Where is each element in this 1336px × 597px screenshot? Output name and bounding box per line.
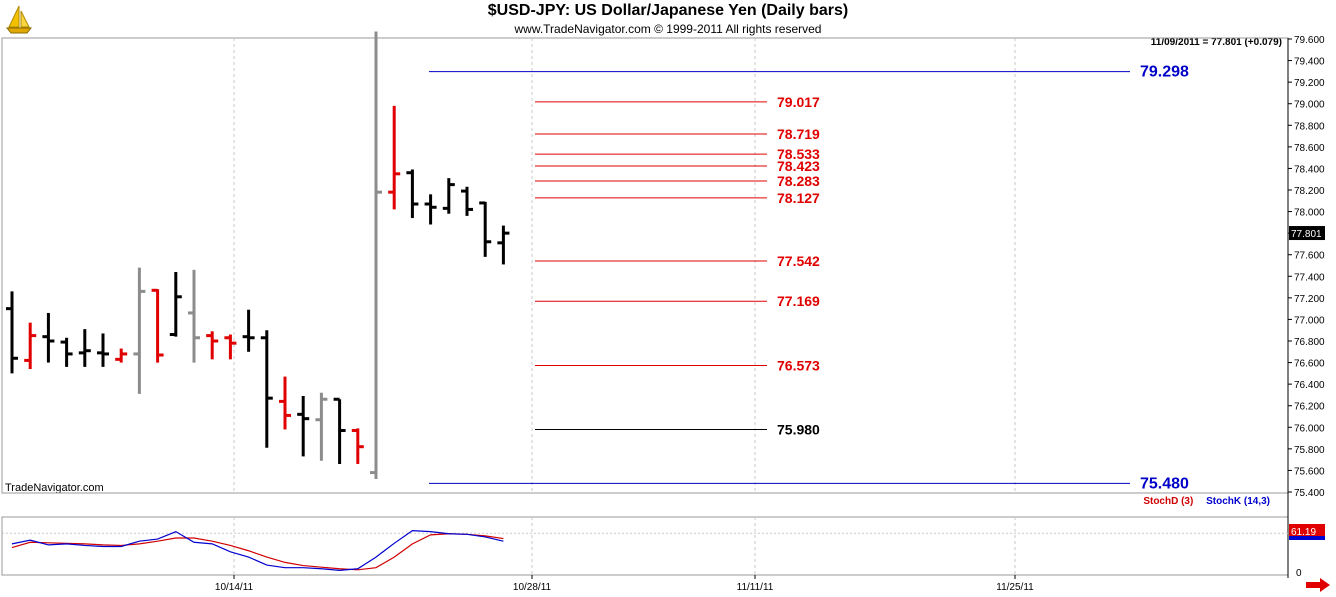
ohlc-bar xyxy=(115,348,128,363)
level-label: 76.573 xyxy=(777,357,820,373)
ohlc-bar xyxy=(497,225,510,265)
y-tick-label: 79.600 xyxy=(1294,35,1325,46)
ohlc-bar xyxy=(42,312,55,363)
ohlc-bar xyxy=(206,331,219,360)
ohlc-bar xyxy=(315,392,328,461)
y-tick-label: 77.400 xyxy=(1294,272,1325,283)
stoch-badge xyxy=(1289,524,1325,538)
ohlc-bar xyxy=(351,428,364,464)
stoch-badge-k xyxy=(1289,536,1325,540)
watermark-text: TradeNavigator.com xyxy=(5,482,104,494)
y-tick-label: 78.200 xyxy=(1294,186,1325,197)
price-panel-border xyxy=(1,37,1289,494)
stoch-d-legend: StochD (3) xyxy=(1143,496,1194,507)
stoch-line xyxy=(11,533,504,571)
y-tick-label: 77.200 xyxy=(1294,294,1325,305)
fib-levels: 79.298 79.017 78.719 78.53378.42378.28378.1… xyxy=(429,64,1189,492)
ohlc-bar xyxy=(388,105,401,210)
x-tick-label: 10/28/11 xyxy=(513,582,552,593)
stochastic-panel: 7561.190 xyxy=(2,524,1325,579)
stoch-badge-label: 61.19 xyxy=(1291,527,1316,538)
y-tick-label: 78.600 xyxy=(1294,143,1325,154)
y-tick-label: 76.600 xyxy=(1294,359,1325,370)
stoch-line xyxy=(11,529,504,571)
date-axis: 10/14/11 10/28/11 11/11/11 11/25/11 xyxy=(215,575,1034,593)
sailboat-logo-icon[interactable] xyxy=(3,3,35,35)
y-tick-label: 75.600 xyxy=(1294,466,1325,477)
ohlc-bar xyxy=(279,376,291,430)
ohlc-bar xyxy=(6,291,18,374)
level-label: 78.423 xyxy=(777,158,820,174)
last-price-badge xyxy=(1289,226,1325,241)
level-label: 77.542 xyxy=(777,253,820,269)
ohlc-bar xyxy=(24,322,37,370)
ohlc-bar xyxy=(333,397,346,464)
ohlc-bar xyxy=(97,333,109,367)
y-tick-label: 78.800 xyxy=(1294,121,1325,132)
chart-frame xyxy=(1,37,1289,578)
level-label: 78.283 xyxy=(777,173,820,189)
y-tick-label: 75.400 xyxy=(1294,488,1325,499)
ohlc-bar xyxy=(242,309,255,352)
ohlc-bar xyxy=(461,186,473,216)
level-label: 78.127 xyxy=(777,190,820,206)
ohlc-bar xyxy=(151,288,164,363)
y-tick-label: 75.800 xyxy=(1294,445,1325,456)
scroll-right-arrow-icon[interactable] xyxy=(1306,578,1330,592)
price-axis: 79.600 79.400 79.200 79.000 78.800 78.600 78.4… xyxy=(1288,35,1325,499)
level-label: 79.017 xyxy=(777,94,820,110)
y-tick-label: 77.000 xyxy=(1294,315,1325,326)
ohlc-bar xyxy=(78,329,91,367)
y-tick-label: 76.800 xyxy=(1294,337,1325,348)
level-label: 78.719 xyxy=(777,126,820,142)
last-price-label: 77.801 xyxy=(1291,229,1322,240)
y-tick-label: 79.400 xyxy=(1294,57,1325,68)
level-label: 75.480 xyxy=(1140,475,1189,492)
level-label: 79.298 xyxy=(1140,64,1189,81)
chart-title: $USD-JPY: US Dollar/Japanese Yen (Daily … xyxy=(487,2,849,19)
stoch-k-legend: StochK (14,3) xyxy=(1206,496,1270,507)
ohlc-bar xyxy=(479,201,492,257)
ohlc-bar xyxy=(370,31,382,480)
y-tick-label: 78.400 xyxy=(1294,164,1325,175)
ohlc-bar xyxy=(60,337,73,367)
y-tick-label: 76.000 xyxy=(1294,423,1325,434)
y-tick-label: 78.000 xyxy=(1294,208,1325,219)
y-tick-label: 79.200 xyxy=(1294,78,1325,89)
stoch-panel-border xyxy=(1,516,1289,576)
y-tick-label: 76.400 xyxy=(1294,380,1325,391)
y-tick-label: 76.200 xyxy=(1294,402,1325,413)
ohlc-bar xyxy=(169,271,182,337)
level-label: 78.533 xyxy=(777,146,820,162)
ohlc-bar xyxy=(424,194,437,225)
ohlc-bar xyxy=(297,396,310,457)
y-tick-label: 77.600 xyxy=(1294,251,1325,262)
level-label: 75.980 xyxy=(777,421,820,437)
ohlc-bar xyxy=(188,269,200,363)
copyright-text: www.TradeNavigator.com © 1999-2011 All r… xyxy=(514,22,822,36)
stoch-zero-label: 0 xyxy=(1296,568,1302,579)
x-tick-label: 10/14/11 xyxy=(215,582,254,593)
ohlc-bar xyxy=(133,267,146,394)
x-tick-label: 11/25/11 xyxy=(996,582,1034,593)
x-tick-label: 11/11/11 xyxy=(737,582,774,593)
ohlc-bar xyxy=(442,178,455,214)
ohlc-bar xyxy=(260,330,273,448)
last-quote: 11/09/2011 = 77.801 (+0.079) xyxy=(1150,37,1282,48)
y-tick-label: 79.000 xyxy=(1294,100,1325,111)
price-bars xyxy=(6,31,510,480)
level-label: 77.169 xyxy=(777,293,820,309)
ohlc-bar xyxy=(406,169,419,219)
stoch-legend: StochD (3) StochK (14,3) xyxy=(1133,496,1270,507)
ohlc-bar xyxy=(224,334,237,360)
chart-grid xyxy=(233,38,1016,575)
